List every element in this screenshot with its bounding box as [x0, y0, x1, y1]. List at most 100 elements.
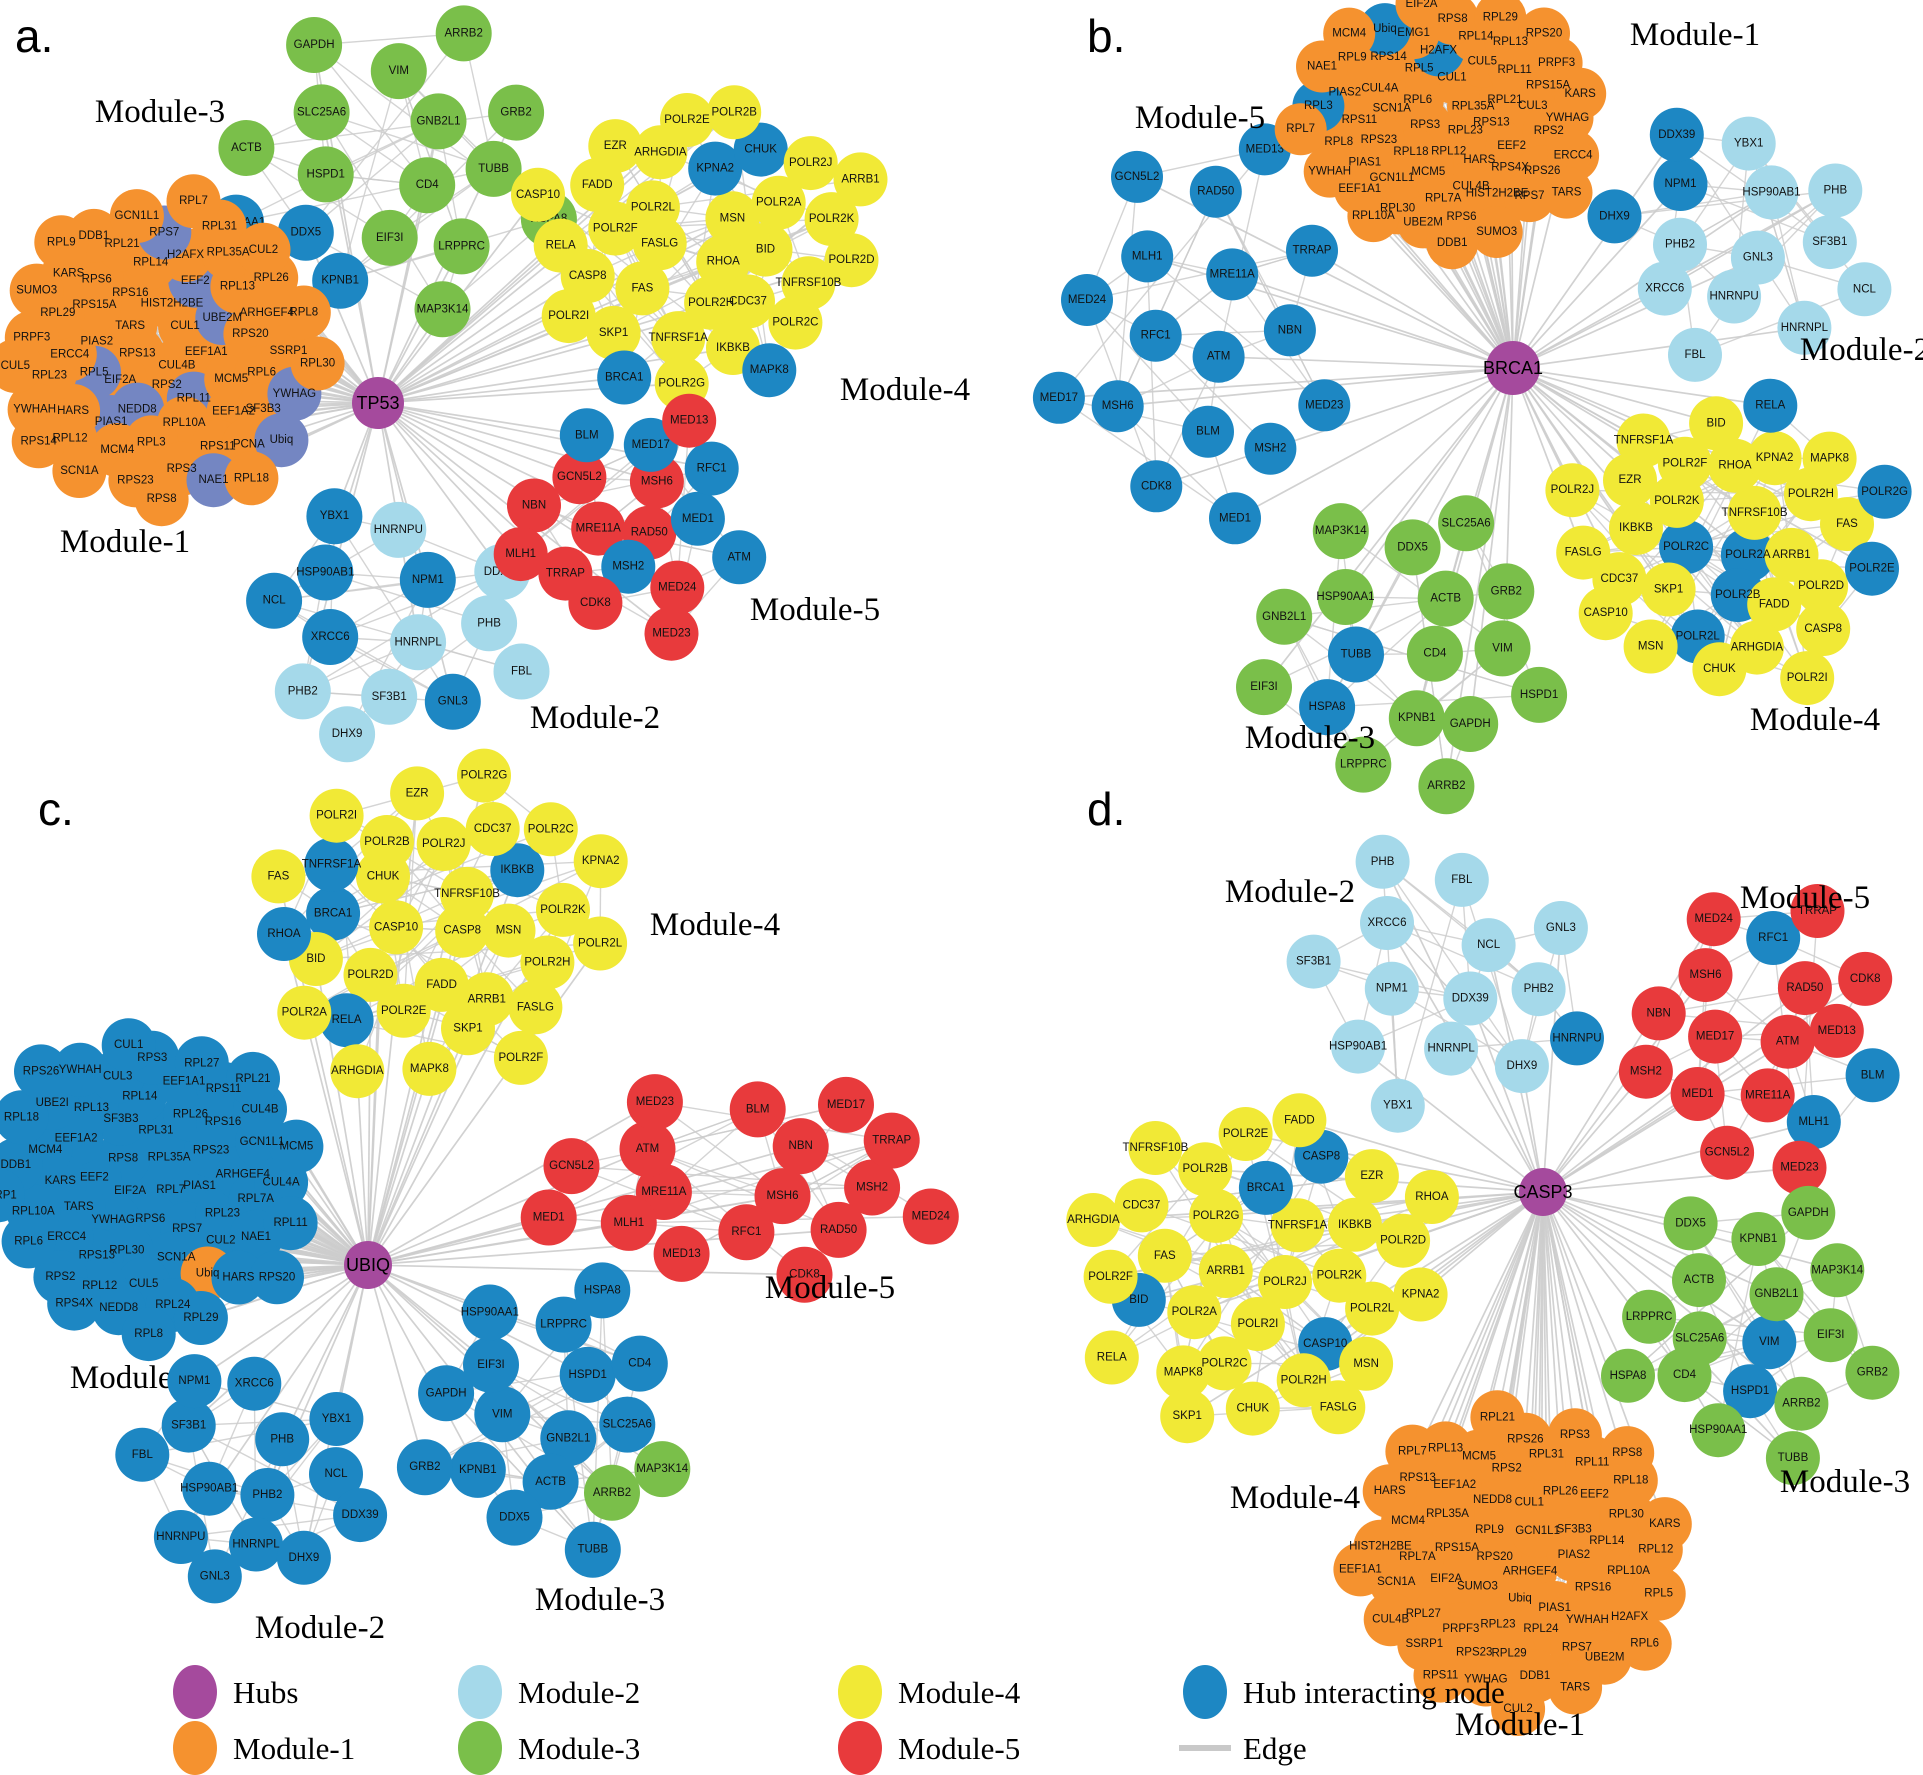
node-label-GAPDH: GAPDH [1450, 718, 1491, 730]
node-KPNB1 [449, 1441, 506, 1498]
node-RPL21 [1470, 1390, 1525, 1445]
edge [592, 1363, 641, 1550]
node-DDX5 [277, 204, 334, 261]
node-BLM [729, 1081, 786, 1138]
node-RELA [1084, 1330, 1139, 1385]
node-label-BLM: BLM [746, 1103, 770, 1115]
node-label-RPS8: RPS8 [147, 493, 177, 505]
node-label-RPL10A: RPL10A [12, 1205, 55, 1217]
node-label-RPL31: RPL31 [202, 221, 237, 233]
node-label-BRCA1: BRCA1 [314, 908, 352, 920]
node-BRCA1 [1238, 1160, 1293, 1215]
node-label-XRCC6: XRCC6 [235, 1378, 274, 1390]
node-label-CUL4B: CUL4B [1453, 181, 1490, 193]
node-label-GCN5L2: GCN5L2 [557, 471, 602, 483]
panel-b-module-1: RPL23 RPS3 RPL35A RPL12 RPL6 RPS13 RPL18 CUL1 HA… [1274, 0, 1760, 270]
node-label-DDX5: DDX5 [1675, 1217, 1706, 1229]
node-label-RELA: RELA [332, 1014, 362, 1026]
node-POLR2D [343, 947, 398, 1002]
node-label-NAE1: NAE1 [241, 1231, 271, 1243]
node-label-YWHAG: YWHAG [273, 388, 317, 400]
node-DDX39 [333, 1488, 388, 1543]
node-label-TNFRSF10B: TNFRSF10B [434, 888, 500, 900]
node-label-ATM: ATM [636, 1143, 659, 1155]
node-BRCA1 [306, 886, 361, 941]
node-label-IKBKB: IKBKB [716, 342, 750, 354]
node-SLC25A6 [599, 1396, 656, 1453]
node-label-YWHAG: YWHAG [91, 1214, 135, 1226]
node-label-MED13: MED13 [662, 1248, 700, 1260]
node-label-HARS: HARS [1374, 1485, 1406, 1497]
node-label-TARS: TARS [1552, 187, 1582, 199]
hub-edge [1344, 367, 1514, 598]
node-label-Ubiq: Ubiq [1373, 23, 1397, 35]
panel-d-module-1: ARHGEF4 RPS20 GCN1L1 Ubiq RPL9 PIAS2 SUMO3 CUL1… [1333, 1390, 1692, 1743]
node-label-RPS3: RPS3 [1560, 1429, 1590, 1441]
node-SUMO3 [1470, 206, 1523, 258]
node-label-HSP90AB1: HSP90AB1 [1742, 186, 1800, 198]
node-label-SSRP1: SSRP1 [0, 1189, 17, 1201]
node-XRCC6 [1360, 896, 1414, 950]
node-HNRNPL [229, 1517, 283, 1572]
node-label-ARRB1: ARRB1 [841, 173, 879, 185]
node-ARRB2 [435, 5, 492, 62]
node-NCL [1837, 262, 1892, 317]
node-label-UBE2I: UBE2I [36, 1097, 69, 1109]
node-label-YBX1: YBX1 [320, 510, 349, 522]
node-RPL8 [121, 1307, 176, 1362]
node-label-DDX39: DDX39 [342, 1509, 379, 1521]
node-label-PHB: PHB [270, 1433, 294, 1445]
node-label-SKP1: SKP1 [1172, 1410, 1201, 1422]
module-name-label: Module-1 [1630, 17, 1760, 53]
module-name-label: Module-4 [1230, 1480, 1360, 1516]
node-SF3B1 [161, 1398, 216, 1453]
node-KPNA2 [1393, 1267, 1448, 1322]
node-label-RELA: RELA [546, 240, 576, 252]
node-label-TRRAP: TRRAP [1293, 245, 1332, 257]
node-VIM [370, 43, 427, 100]
node-MED13 [653, 1225, 710, 1282]
node-label-EIF2A: EIF2A [114, 1185, 146, 1197]
node-label-GCN1L1: GCN1L1 [115, 210, 160, 222]
panel-c-module-1: RPL7EIF2ARPL35ARPS6RPS8PIAS1YWHAGRPL31RP… [0, 1018, 324, 1396]
node-label-MCM4: MCM4 [28, 1144, 62, 1156]
panel-letter-a: a. [15, 10, 53, 62]
node-CUL4B [1363, 1592, 1418, 1647]
hub-edge [367, 1264, 426, 1468]
node-label-MRE11A: MRE11A [1745, 1089, 1790, 1101]
node-label-HNRNPU: HNRNPU [374, 524, 423, 536]
node-label-ARRB2: ARRB2 [1427, 780, 1465, 792]
node-label-RPS7: RPS7 [1562, 1642, 1592, 1654]
node-label-MLH1: MLH1 [613, 1217, 644, 1229]
node-label-H2AFX: H2AFX [1611, 1611, 1648, 1623]
node-label-RPL35A: RPL35A [1452, 101, 1495, 113]
node-GNL3 [424, 673, 481, 730]
node-DHX9 [276, 1530, 331, 1585]
node-label-RPL7: RPL7 [179, 195, 208, 207]
node-MSN [1339, 1336, 1394, 1391]
node-label-HSP90AB1: HSP90AB1 [296, 567, 354, 579]
legend-marker-module-2 [458, 1665, 502, 1719]
node-label-ARRB2: ARRB2 [1782, 1398, 1820, 1410]
node-MAP3K14 [634, 1441, 691, 1498]
node-label-XRCC6: XRCC6 [1368, 917, 1407, 929]
module-name-label: Module-4 [840, 372, 970, 408]
node-RPL10A [1347, 190, 1400, 243]
node-POLR2J [783, 136, 838, 191]
node-label-GNB2L1: GNB2L1 [416, 115, 460, 127]
node-label-HSP90AB1: HSP90AB1 [1329, 1041, 1387, 1053]
node-label-MAP3K14: MAP3K14 [417, 303, 469, 315]
node-label-TARS: TARS [115, 320, 145, 332]
node-label-CD4: CD4 [628, 1358, 652, 1370]
node-label-HSP90AA1: HSP90AA1 [1689, 1424, 1747, 1436]
node-label-BLM: BLM [575, 429, 599, 441]
node-FAS [1137, 1228, 1192, 1283]
node-label-RPL12: RPL12 [82, 1280, 117, 1292]
node-label-GAPDH: GAPDH [294, 39, 335, 51]
node-label-FBL: FBL [1684, 349, 1706, 361]
hub-label-TP53: TP53 [356, 393, 399, 413]
legend-marker-hub-interacting-node [1183, 1665, 1227, 1719]
node-CD4 [1406, 625, 1463, 682]
node-label-HNRNPU: HNRNPU [1709, 291, 1758, 303]
node-label-MSH2: MSH2 [612, 561, 644, 573]
